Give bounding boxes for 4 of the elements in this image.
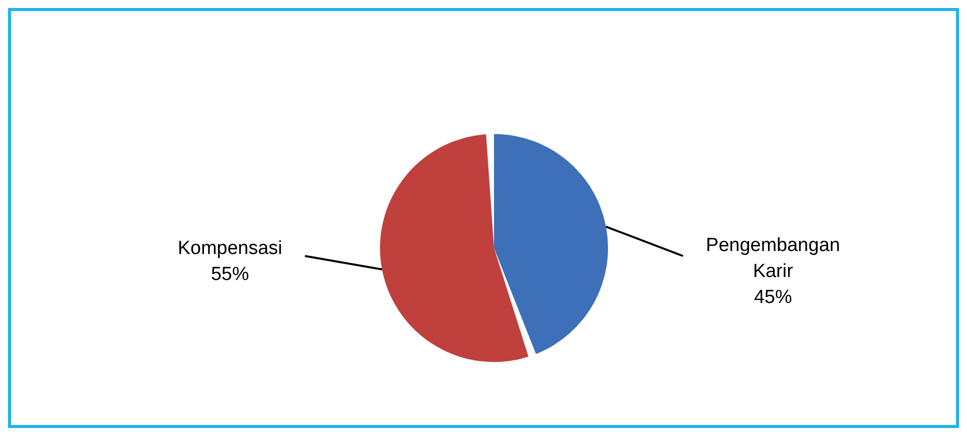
- slice-label: Kompensasi: [178, 238, 282, 259]
- data-label: 45%: [754, 287, 792, 308]
- slice-label: Pengembangan Karir: [706, 235, 840, 282]
- data-label: 55%: [210, 264, 250, 285]
